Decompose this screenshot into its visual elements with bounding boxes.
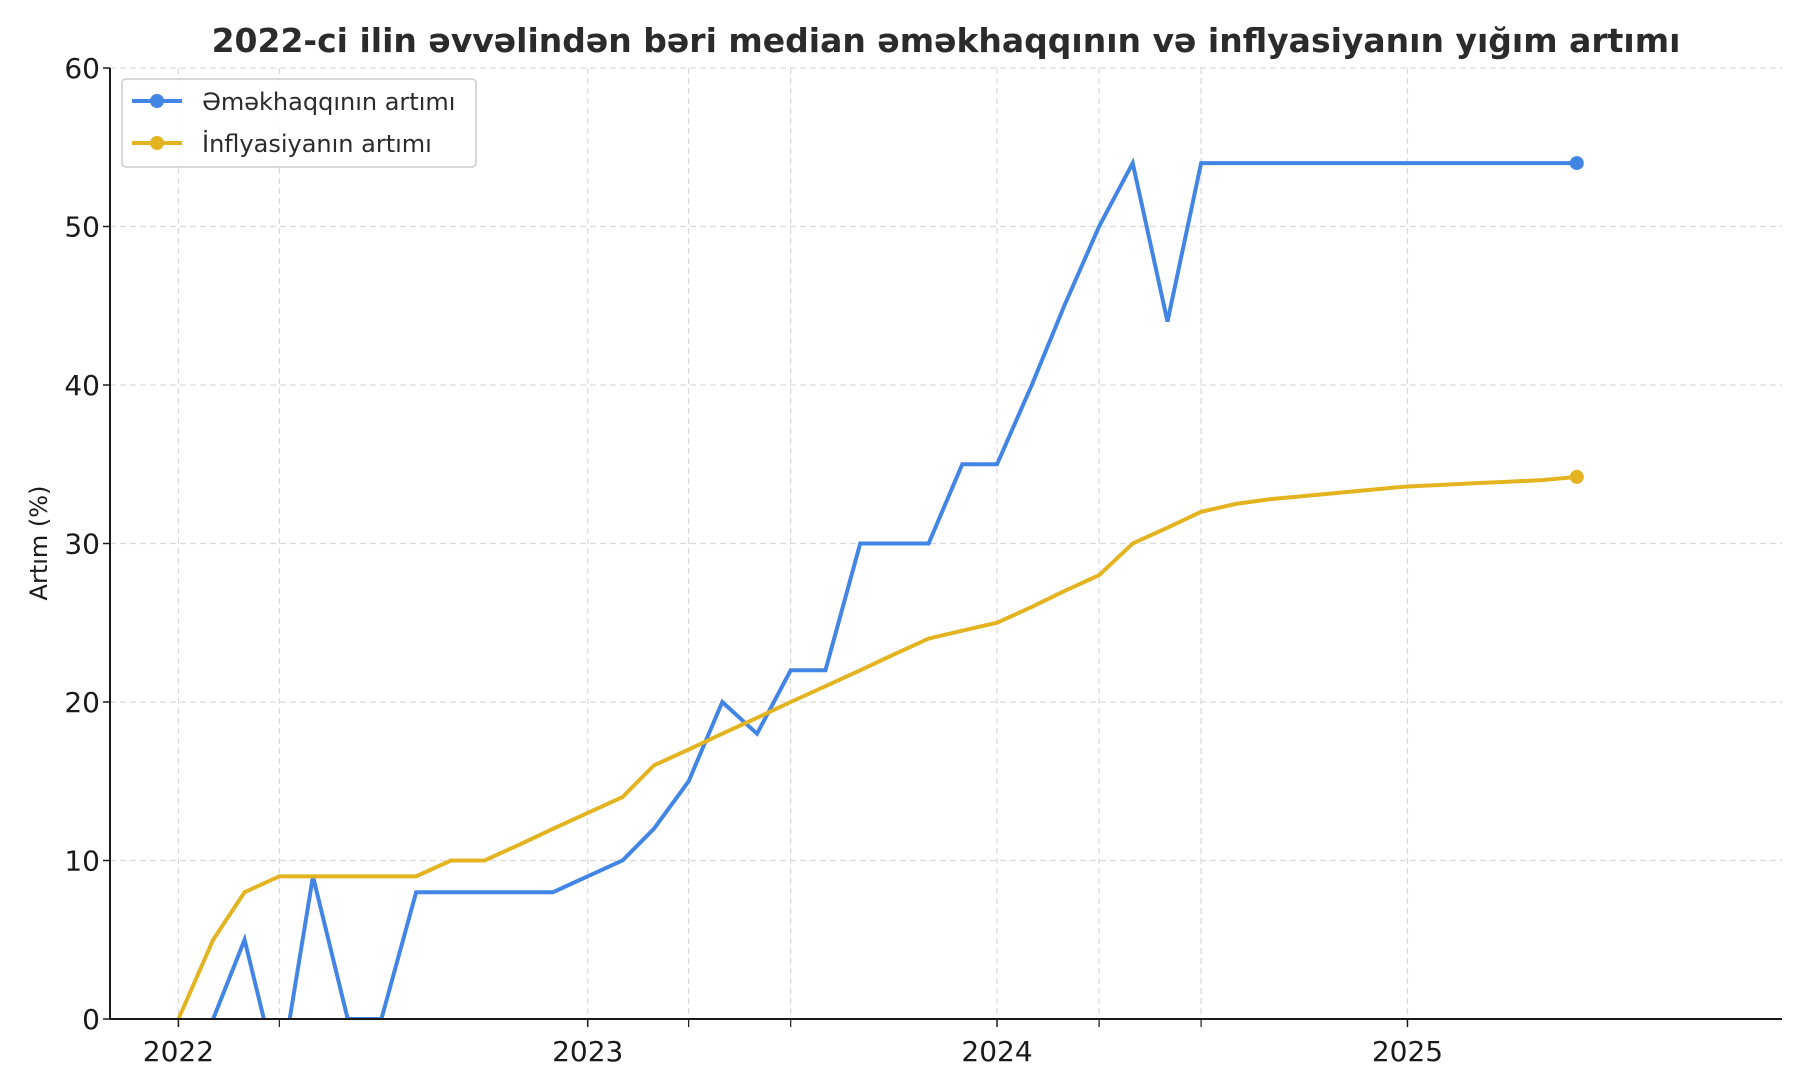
legend-frame (121, 78, 477, 168)
y-tick-label: 50 (64, 211, 100, 244)
tick-labels: 0 10 20 30 40 50 60 2022 2023 2024 2025 (64, 52, 1443, 1068)
grid (110, 67, 1782, 1019)
y-tick-label: 60 (64, 52, 100, 85)
legend-label-inflation: İnflyasiyanın artımı (202, 129, 432, 158)
series-lines (176, 157, 1577, 1019)
x-tick-label: 2023 (552, 1035, 623, 1068)
y-tick-label: 40 (64, 369, 100, 402)
x-tick-label: 2024 (961, 1035, 1032, 1068)
y-tick-label: 20 (64, 686, 100, 719)
axes (103, 67, 1782, 1027)
series-end-markers (1569, 156, 1584, 484)
series-end-point-wages (1569, 156, 1584, 171)
y-axis-label: Artım (%) (25, 486, 53, 601)
series-line-inflation (176, 474, 1577, 1019)
legend-marker-inflation (150, 136, 164, 150)
chart-title: 2022-ci ilin əvvəlindən bəri median əmək… (212, 21, 1681, 60)
y-tick-label: 10 (64, 845, 100, 878)
x-tick-label: 2022 (143, 1035, 214, 1068)
y-tick-label: 30 (64, 528, 100, 561)
x-tick-label: 2025 (1372, 1035, 1443, 1068)
legend: Əməkhaqqının artımı İnflyasiyanın artımı (121, 78, 477, 168)
y-tick-label: 0 (82, 1003, 100, 1036)
series-end-point-inflation (1569, 469, 1584, 484)
series-line-wages (210, 157, 1577, 1019)
legend-label-wages: Əməkhaqqının artımı (202, 88, 455, 116)
legend-marker-wages (150, 94, 164, 108)
